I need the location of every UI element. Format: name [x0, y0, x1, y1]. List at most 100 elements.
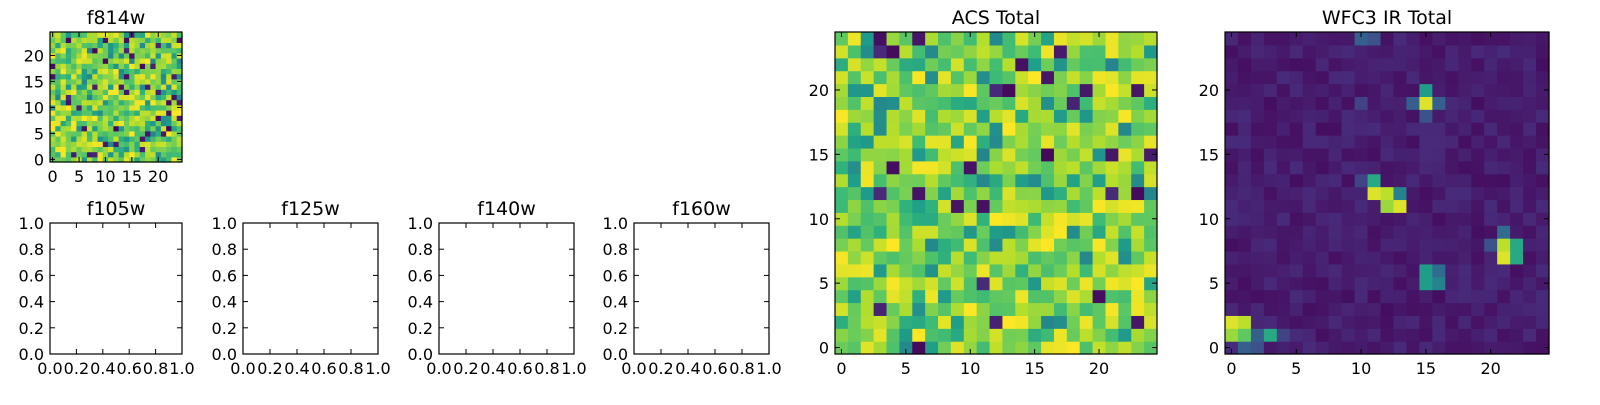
heatmap-cell — [1419, 160, 1433, 175]
y-tick-label: 10 — [24, 98, 44, 117]
heatmap-cell — [50, 47, 56, 54]
heatmap-cell — [1510, 96, 1524, 110]
heatmap-cell — [963, 109, 978, 123]
heatmap-cell — [1066, 70, 1081, 85]
heatmap-cell — [150, 141, 157, 147]
heatmap-cell — [835, 212, 849, 226]
heatmap-cell — [1432, 147, 1446, 162]
heatmap-cell — [1367, 135, 1382, 149]
heatmap-cell — [113, 73, 120, 80]
heatmap-cell — [1289, 263, 1304, 278]
heatmap-cell — [1523, 44, 1537, 59]
heatmap-cell — [134, 146, 141, 153]
heatmap-cell — [97, 42, 104, 49]
heatmap-cell — [1484, 70, 1498, 85]
heatmap-cell — [1289, 135, 1304, 149]
heatmap-cell — [1432, 225, 1446, 239]
heatmap-cell — [1289, 212, 1304, 226]
heatmap-cell — [1041, 186, 1055, 201]
heatmap-cell — [176, 115, 183, 121]
heatmap-cell — [1510, 135, 1524, 149]
heatmap-cell — [1131, 289, 1145, 304]
heatmap-cell — [123, 63, 130, 69]
heatmap-cell — [1367, 341, 1382, 355]
heatmap-cell — [1263, 44, 1278, 59]
heatmap-cell — [1263, 289, 1278, 304]
heatmap-cell — [1053, 238, 1068, 252]
heatmap-cell — [1536, 328, 1550, 342]
heatmap-cell — [1144, 44, 1158, 59]
heatmap-cell — [1131, 83, 1145, 97]
heatmap-cell — [1015, 341, 1029, 355]
heatmap-cell — [1263, 250, 1278, 265]
heatmap-cell — [166, 94, 173, 101]
heatmap-cell — [1002, 160, 1016, 175]
heatmap-cell — [1250, 96, 1265, 110]
heatmap-cell — [1367, 328, 1382, 342]
heatmap-cell — [950, 173, 965, 188]
heatmap-cell — [1041, 276, 1055, 291]
heatmap-cell — [1315, 199, 1330, 213]
heatmap-cell — [1484, 302, 1498, 316]
heatmap-cell — [1458, 57, 1472, 72]
heatmap-cell — [76, 73, 83, 80]
heatmap-cell — [1092, 135, 1107, 149]
heatmap-cell — [976, 238, 991, 252]
heatmap-cell — [155, 58, 162, 64]
heatmap-cell — [1289, 289, 1304, 304]
heatmap-cell — [1105, 32, 1119, 46]
heatmap-cell — [950, 250, 965, 265]
heatmap-cell — [1315, 109, 1330, 123]
heatmap-cell — [1367, 212, 1382, 226]
heatmap-cell — [86, 104, 93, 111]
heatmap-cell — [1497, 212, 1511, 226]
heatmap-cell — [1289, 276, 1304, 291]
heatmap-cell — [155, 141, 162, 147]
heatmap-cell — [118, 94, 125, 101]
heatmap-cell — [1092, 32, 1107, 46]
heatmap-cell — [176, 151, 183, 158]
y-tick-label: 0.4 — [19, 293, 44, 312]
heatmap-cell — [50, 94, 56, 101]
heatmap-cell — [1144, 212, 1158, 226]
heatmap-cell — [1393, 225, 1408, 239]
heatmap-cell — [108, 99, 114, 106]
heatmap-cell — [1276, 238, 1291, 252]
heatmap-cell — [86, 37, 93, 43]
heatmap-cell — [1225, 57, 1239, 72]
heatmap-cell — [1041, 44, 1055, 59]
heatmap-cell — [1393, 96, 1408, 110]
heatmap-cell — [145, 32, 151, 38]
heatmap-cell — [65, 78, 72, 85]
heatmap-cell — [1484, 83, 1498, 97]
heatmap-cell — [1471, 199, 1485, 213]
heatmap-cell — [1250, 160, 1265, 175]
heatmap-cell — [1092, 83, 1107, 97]
heatmap-cell — [71, 115, 77, 121]
heatmap-cell — [145, 78, 151, 85]
heatmap-cell — [1484, 122, 1498, 136]
heatmap-cell — [1367, 122, 1382, 136]
heatmap-cell — [1393, 250, 1408, 265]
heatmap-cell — [1225, 212, 1239, 226]
heatmap-cell — [76, 104, 83, 111]
heatmap-cell — [60, 84, 67, 90]
heatmap-cell — [1250, 302, 1265, 316]
heatmap-cell — [134, 94, 141, 101]
heatmap-cell — [1393, 147, 1408, 162]
heatmap-cell — [1263, 83, 1278, 97]
heatmap-cell — [950, 109, 965, 123]
heatmap-cell — [989, 32, 1004, 46]
heatmap-cell — [123, 104, 130, 111]
heatmap-cell — [97, 146, 104, 153]
heatmap-cell — [1432, 96, 1446, 110]
heatmap-cell — [899, 186, 913, 201]
heatmap-cell — [155, 104, 162, 111]
heatmap-cell — [1484, 250, 1498, 265]
heatmap-cell — [1497, 70, 1511, 85]
heatmap-cell — [1225, 160, 1239, 175]
heatmap-cell — [1341, 263, 1356, 278]
heatmap-cell — [1289, 186, 1304, 201]
heatmap-cell — [1315, 302, 1330, 316]
heatmap-cell — [1471, 57, 1485, 72]
